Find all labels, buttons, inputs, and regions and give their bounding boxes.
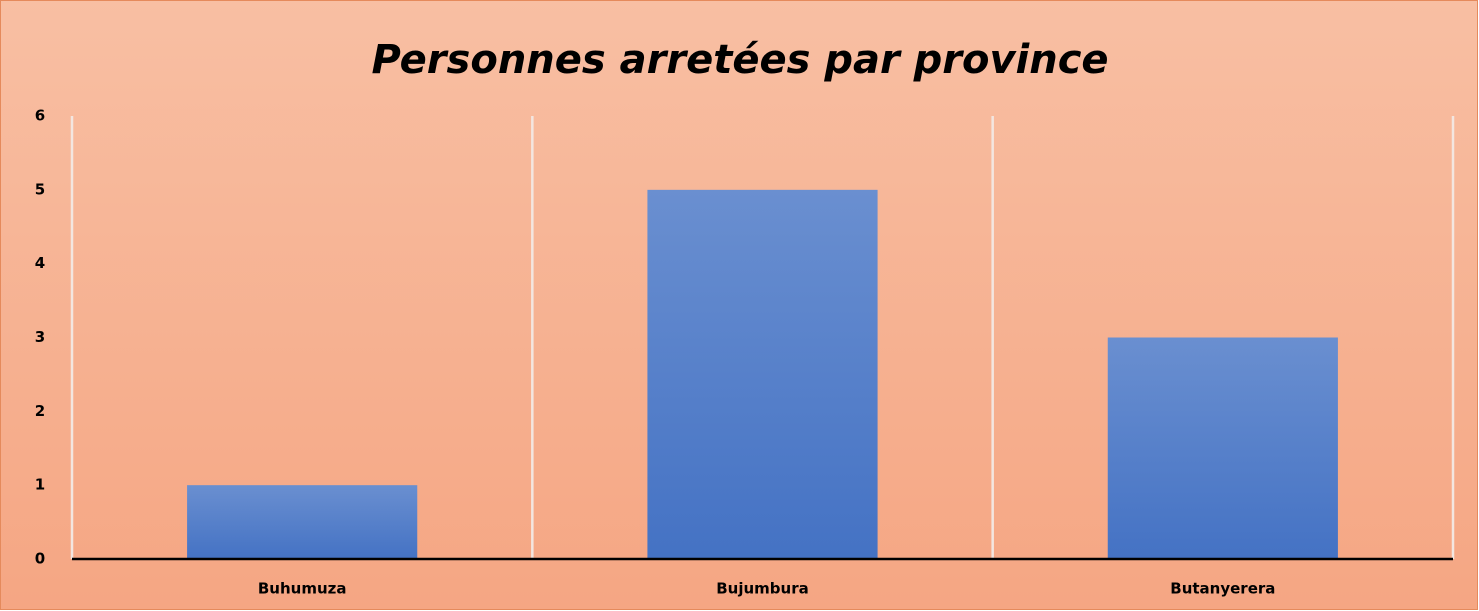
x-tick-label: Butanyerera (1170, 580, 1275, 598)
y-tick-label: 1 (35, 476, 45, 494)
y-tick-label: 0 (35, 550, 45, 568)
y-tick-label: 6 (35, 107, 45, 125)
y-tick-label: 2 (35, 402, 45, 420)
y-tick-label: 3 (35, 328, 45, 346)
bar (187, 485, 418, 559)
chart-title: Personnes arretées par province (371, 37, 1108, 83)
x-tick-label: Buhumuza (258, 580, 347, 598)
y-tick-label: 5 (35, 180, 45, 198)
bar (1107, 337, 1338, 559)
bar (647, 189, 878, 560)
y-tick-label: 4 (35, 254, 45, 272)
x-tick-label: Bujumbura (716, 580, 809, 598)
